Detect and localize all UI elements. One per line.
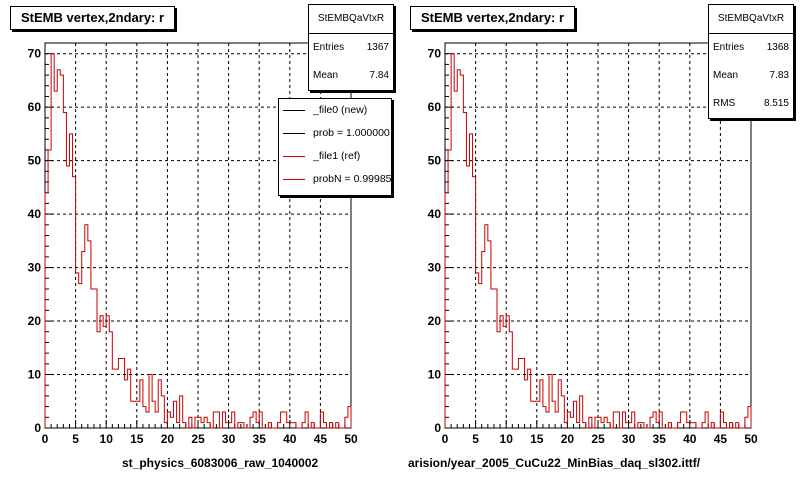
- y-tick-label: 60: [28, 100, 42, 114]
- x-tick-label: 10: [100, 432, 114, 446]
- x-tick-label: 30: [222, 432, 236, 446]
- legend-line: [283, 110, 305, 111]
- x-tick-label: 35: [253, 432, 267, 446]
- legend-entry: _file1 (ref): [279, 145, 391, 168]
- y-tick-label: 0: [34, 421, 41, 435]
- legend-entry: _file0 (new): [279, 99, 391, 122]
- legend-label: _file1 (ref): [313, 150, 361, 162]
- y-tick-label: 70: [428, 47, 442, 61]
- x-tick-label: 50: [744, 432, 758, 446]
- legend-label: _file0 (new): [313, 104, 368, 116]
- stats-row-mean: Mean 7.84: [309, 62, 393, 90]
- legend-line: [283, 179, 305, 180]
- x-tick-label: 50: [344, 432, 358, 446]
- pad-title: StEMB vertex,2ndary: r: [410, 6, 576, 30]
- legend-line: [283, 133, 305, 134]
- histogram-chart-right: 0 5 10 15 20 25 30 35 40 45 50 0 10 20 30 40 50 60 70: [428, 42, 758, 446]
- stats-value: 7.83: [769, 70, 789, 81]
- stats-box: StEMBQaVtxR Entries 1368 Mean 7.83 RMS 8…: [708, 4, 794, 119]
- y-tick-label: 40: [428, 207, 442, 221]
- stats-value: 8.515: [763, 98, 789, 109]
- legend-label: prob = 1.000000: [313, 127, 390, 139]
- y-tick-label: 20: [28, 314, 42, 328]
- legend-entry: prob = 1.000000: [279, 122, 391, 145]
- x-tick-label: 5: [72, 432, 79, 446]
- y-tick-label: 40: [28, 207, 42, 221]
- y-tick-label: 10: [428, 368, 442, 382]
- legend-box: _file0 (new) prob = 1.000000 _file1 (ref…: [278, 98, 392, 196]
- histogram-series: [44, 53, 352, 429]
- stats-label: Mean: [713, 70, 739, 81]
- x-tick-label: 10: [500, 432, 514, 446]
- y-tick-label: 20: [428, 314, 442, 328]
- x-tick-label: 15: [530, 432, 544, 446]
- histogram-pad-right: 0 5 10 15 20 25 30 35 40 45 50 0 10 20 30 40 50 60 70 StEM…: [400, 0, 800, 480]
- x-caption: arision/year_2005_CuCu22_MinBias_daq_sl3…: [408, 456, 701, 470]
- y-tick-label: 50: [28, 154, 42, 168]
- legend-line: [283, 156, 305, 157]
- x-tick-label: 25: [591, 432, 605, 446]
- y-tick-label: 70: [28, 47, 42, 61]
- histogram-pad-left: 0 5 10 15 20 25 30 35 40 45 50 0 10 20 30 40 50 60 70 StEM…: [0, 0, 400, 480]
- stats-label: RMS: [713, 98, 736, 109]
- y-tick-label: 30: [428, 261, 442, 275]
- x-tick-label: 30: [622, 432, 636, 446]
- stats-row-rms: RMS 8.515: [709, 90, 793, 118]
- stats-row-mean: Mean 7.83: [709, 62, 793, 90]
- stats-name: StEMBQaVtxR: [709, 5, 793, 34]
- x-tick-label: 20: [161, 432, 175, 446]
- stats-value: 1368: [766, 42, 789, 53]
- stats-box: StEMBQaVtxR Entries 1367 Mean 7.84: [308, 4, 394, 91]
- legend-label: probN = 0.999857: [313, 173, 392, 185]
- stats-name: StEMBQaVtxR: [309, 5, 393, 34]
- stats-label: Mean: [313, 70, 339, 81]
- y-tick-label: 60: [428, 100, 442, 114]
- x-tick-label: 0: [42, 432, 49, 446]
- stats-label: Entries: [313, 42, 345, 53]
- histogram-chart-left: 0 5 10 15 20 25 30 35 40 45 50 0 10 20 30 40 50 60 70: [28, 42, 358, 446]
- y-tick-label: 50: [428, 154, 442, 168]
- x-tick-label: 20: [561, 432, 575, 446]
- stats-row-entries: Entries 1367: [309, 34, 393, 62]
- stats-row-entries: Entries 1368: [709, 34, 793, 62]
- x-tick-label: 25: [191, 432, 205, 446]
- x-tick-label: 40: [683, 432, 697, 446]
- x-tick-label: 0: [442, 432, 449, 446]
- y-tick-label: 10: [28, 368, 42, 382]
- x-tick-label: 45: [714, 432, 728, 446]
- x-tick-label: 5: [472, 432, 479, 446]
- x-tick-label: 40: [283, 432, 297, 446]
- legend-entry: probN = 0.999857: [279, 168, 391, 191]
- pad-title: StEMB vertex,2ndary: r: [10, 6, 176, 30]
- histogram-series: [444, 53, 752, 429]
- stats-value: 1367: [366, 42, 389, 53]
- x-tick-label: 15: [130, 432, 144, 446]
- x-tick-label: 45: [314, 432, 328, 446]
- stats-label: Entries: [713, 42, 745, 53]
- x-tick-label: 35: [653, 432, 667, 446]
- x-caption: st_physics_6083006_raw_1040002: [122, 456, 319, 470]
- stats-value: 7.84: [369, 70, 389, 81]
- y-tick-label: 30: [28, 261, 42, 275]
- y-tick-label: 0: [434, 421, 441, 435]
